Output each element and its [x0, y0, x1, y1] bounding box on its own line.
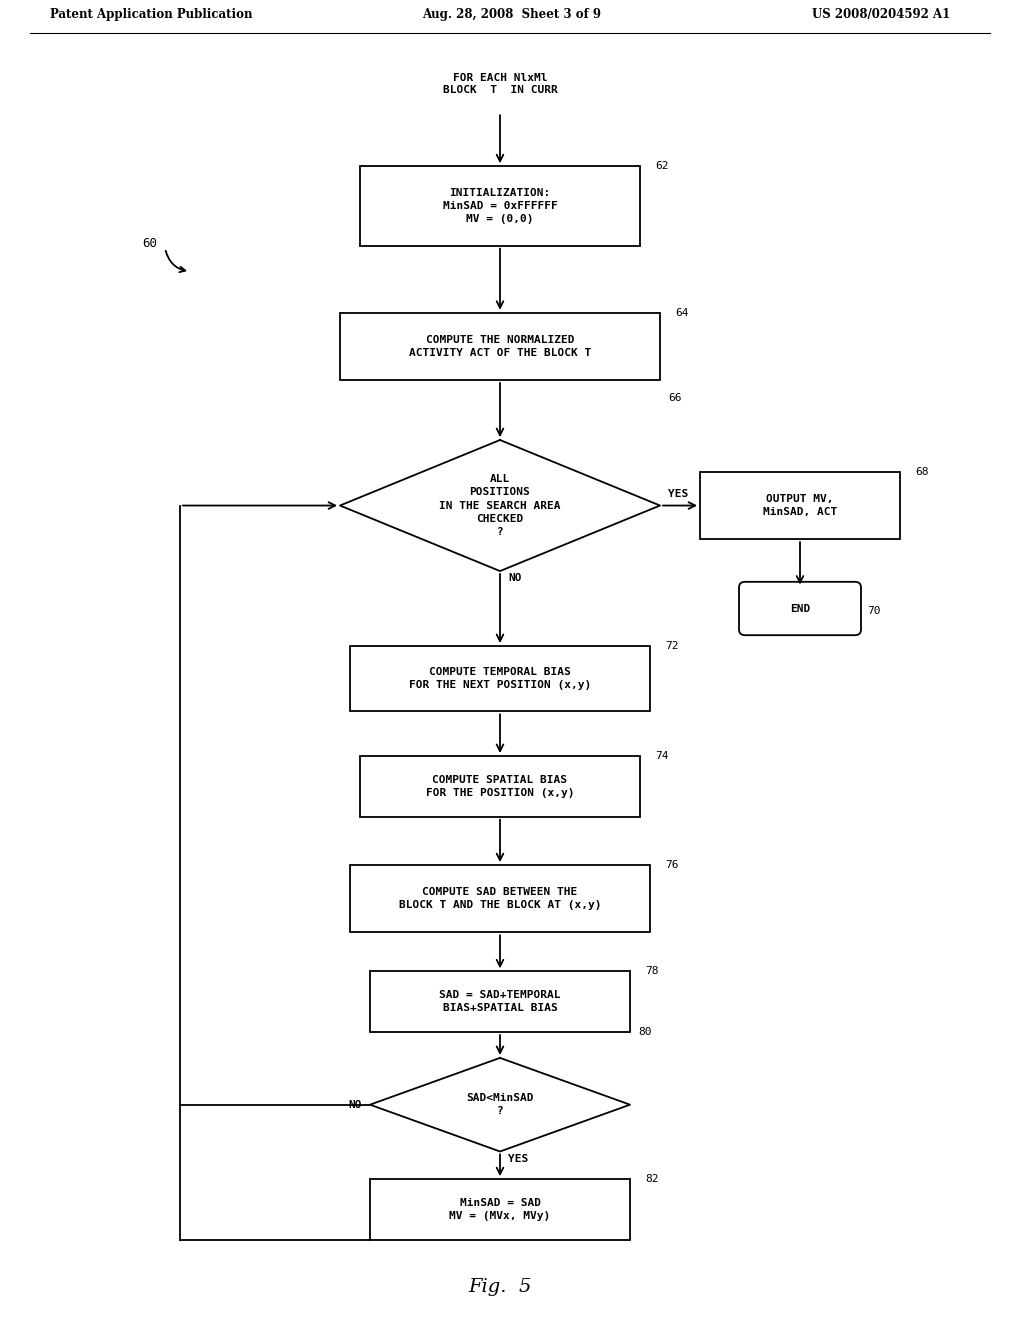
Text: YES: YES	[668, 488, 688, 499]
Text: 78: 78	[645, 966, 658, 977]
Text: ALL
POSITIONS
IN THE SEARCH AREA
CHECKED
?: ALL POSITIONS IN THE SEARCH AREA CHECKED…	[439, 474, 561, 537]
Text: Patent Application Publication: Patent Application Publication	[50, 8, 253, 21]
FancyBboxPatch shape	[739, 582, 861, 635]
Text: Fig.  5: Fig. 5	[468, 1278, 531, 1296]
Text: NO: NO	[508, 573, 521, 582]
Bar	[370, 1179, 630, 1239]
Text: 60: 60	[142, 236, 158, 249]
Bar	[700, 471, 900, 540]
Text: 70: 70	[867, 606, 881, 616]
Text: 62: 62	[655, 161, 669, 172]
Text: 74: 74	[655, 751, 669, 760]
Text: MinSAD = SAD
MV = (MVx, MVy): MinSAD = SAD MV = (MVx, MVy)	[450, 1199, 551, 1221]
Text: 66: 66	[668, 393, 682, 403]
Text: NO: NO	[348, 1100, 362, 1110]
Text: INITIALIZATION:
MinSAD = 0xFFFFFF
MV = (0,0): INITIALIZATION: MinSAD = 0xFFFFFF MV = (…	[442, 187, 557, 224]
Text: 68: 68	[915, 467, 929, 477]
Text: COMPUTE SPATIAL BIAS
FOR THE POSITION (x,y): COMPUTE SPATIAL BIAS FOR THE POSITION (x…	[426, 775, 574, 799]
Text: 72: 72	[665, 642, 679, 651]
Text: Aug. 28, 2008  Sheet 3 of 9: Aug. 28, 2008 Sheet 3 of 9	[423, 8, 601, 21]
Bar	[350, 645, 650, 711]
Text: 64: 64	[675, 308, 688, 318]
Bar	[350, 865, 650, 932]
Text: COMPUTE THE NORMALIZED
ACTIVITY ACT OF THE BLOCK T: COMPUTE THE NORMALIZED ACTIVITY ACT OF T…	[409, 335, 591, 358]
Text: FOR EACH NlxMl
BLOCK  T  IN CURR: FOR EACH NlxMl BLOCK T IN CURR	[442, 74, 557, 95]
Text: OUTPUT MV,
MinSAD, ACT: OUTPUT MV, MinSAD, ACT	[763, 494, 838, 517]
Bar	[370, 972, 630, 1032]
Text: US 2008/0204592 A1: US 2008/0204592 A1	[812, 8, 950, 21]
Text: SAD = SAD+TEMPORAL
BIAS+SPATIAL BIAS: SAD = SAD+TEMPORAL BIAS+SPATIAL BIAS	[439, 990, 561, 1014]
Text: COMPUTE TEMPORAL BIAS
FOR THE NEXT POSITION (x,y): COMPUTE TEMPORAL BIAS FOR THE NEXT POSIT…	[409, 667, 591, 690]
Text: YES: YES	[508, 1154, 528, 1164]
Bar	[340, 313, 660, 380]
Text: 80: 80	[638, 1027, 651, 1036]
Text: 76: 76	[665, 861, 679, 870]
Text: COMPUTE SAD BETWEEN THE
BLOCK T AND THE BLOCK AT (x,y): COMPUTE SAD BETWEEN THE BLOCK T AND THE …	[398, 887, 601, 911]
Bar	[360, 166, 640, 246]
Text: END: END	[790, 603, 810, 614]
Text: SAD<MinSAD
?: SAD<MinSAD ?	[466, 1093, 534, 1117]
Bar	[360, 756, 640, 817]
Text: 82: 82	[645, 1173, 658, 1184]
